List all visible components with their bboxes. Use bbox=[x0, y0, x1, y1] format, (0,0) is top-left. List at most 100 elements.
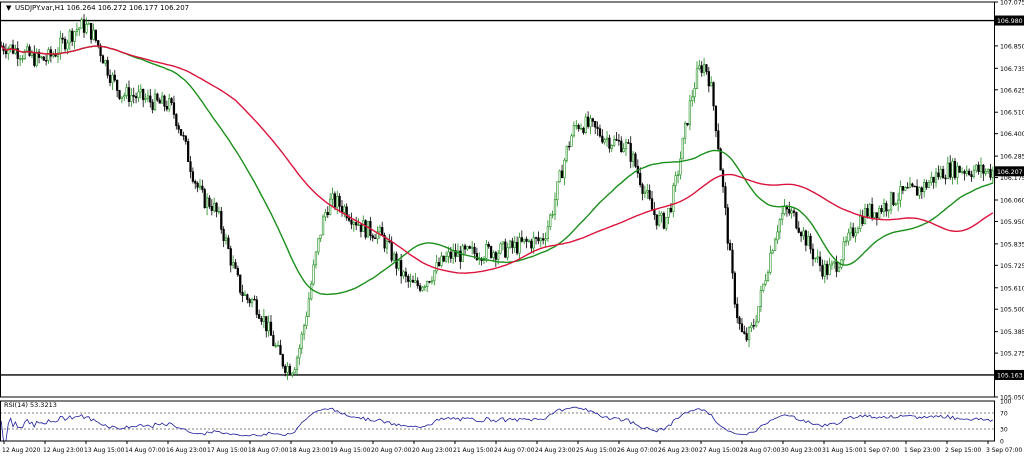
candle-body bbox=[836, 262, 838, 272]
time-tick-label: 1 Sep 23:00 bbox=[904, 447, 940, 454]
candle-body bbox=[209, 198, 211, 206]
candle-body bbox=[914, 186, 916, 187]
candle-body bbox=[930, 177, 932, 182]
time-tick-label: 12 Aug 23:00 bbox=[43, 447, 84, 454]
candle-body bbox=[405, 272, 407, 276]
candle-body bbox=[514, 242, 516, 247]
candle-body bbox=[277, 345, 279, 346]
time-tick-label: 18 Aug 23:00 bbox=[289, 447, 330, 454]
candle-body bbox=[254, 299, 256, 300]
rsi-tick-label: 30 bbox=[1000, 427, 1008, 434]
candle-body bbox=[902, 186, 904, 190]
candle-body bbox=[601, 136, 603, 142]
rsi-tick-label: 0 bbox=[1000, 439, 1004, 446]
candle-body bbox=[244, 295, 246, 296]
candle-body bbox=[301, 334, 303, 348]
rsi-line bbox=[1, 407, 993, 441]
candle-body bbox=[419, 286, 421, 291]
candle-body bbox=[147, 96, 149, 99]
price-tick-label: 106.625 bbox=[1000, 87, 1024, 94]
candle-body bbox=[507, 248, 509, 258]
time-tick-label: 3 Sep 07:00 bbox=[986, 447, 1022, 454]
candle-body bbox=[826, 264, 828, 274]
candle-body bbox=[623, 149, 625, 152]
rsi-tick-label: 100 bbox=[1000, 399, 1012, 406]
candle-body bbox=[268, 322, 270, 331]
candle-body bbox=[237, 268, 239, 275]
candle-body bbox=[83, 20, 85, 33]
candle-body bbox=[900, 186, 902, 200]
candle-body bbox=[322, 217, 324, 235]
candle-body bbox=[613, 139, 615, 145]
candle-body bbox=[273, 335, 275, 345]
candle-body bbox=[289, 366, 291, 375]
rsi-indicator-pane[interactable] bbox=[0, 407, 994, 441]
candle-body bbox=[464, 246, 466, 249]
candle-body bbox=[145, 98, 147, 99]
candle-body bbox=[152, 102, 154, 110]
candle-body bbox=[535, 238, 537, 239]
candle-body bbox=[585, 117, 587, 133]
candle-body bbox=[43, 57, 45, 60]
candle-body bbox=[436, 262, 438, 270]
candle-body bbox=[154, 94, 156, 110]
candle-body bbox=[374, 238, 376, 239]
candle-body bbox=[55, 55, 57, 56]
candle-body bbox=[533, 238, 535, 248]
candle-body bbox=[781, 214, 783, 220]
candle-body bbox=[583, 128, 585, 132]
candle-body bbox=[770, 253, 772, 272]
time-tick-label: 17 Aug 15:00 bbox=[207, 447, 248, 454]
candle-body bbox=[741, 324, 743, 332]
candle-body bbox=[819, 257, 821, 266]
chart-header-triangle-icon[interactable]: ▼ bbox=[6, 4, 12, 12]
candle-body bbox=[788, 209, 790, 213]
candle-body bbox=[516, 242, 518, 253]
candle-body bbox=[190, 162, 192, 172]
candle-body bbox=[415, 281, 417, 283]
candle-body bbox=[502, 242, 504, 244]
candle-body bbox=[362, 221, 364, 232]
price-tick-label: 106.735 bbox=[1000, 66, 1024, 73]
candle-body bbox=[438, 262, 440, 265]
upper-level-line-tag-label: 106.980 bbox=[997, 18, 1023, 25]
candle-body bbox=[327, 212, 329, 214]
candle-body bbox=[422, 287, 424, 290]
candle-body bbox=[64, 39, 66, 49]
candle-body bbox=[791, 211, 793, 213]
candle-body bbox=[102, 56, 104, 63]
candle-body bbox=[675, 176, 677, 186]
candle-body bbox=[857, 229, 859, 233]
candle-body bbox=[895, 204, 897, 205]
candle-body bbox=[677, 175, 679, 176]
candle-body bbox=[597, 127, 599, 129]
candle-body bbox=[149, 96, 151, 102]
candle-body bbox=[521, 238, 523, 242]
candle-body bbox=[81, 20, 83, 28]
candle-body bbox=[19, 59, 21, 60]
candle-body bbox=[715, 106, 717, 131]
candle-body bbox=[320, 235, 322, 239]
candle-body bbox=[625, 142, 627, 148]
candle-body bbox=[407, 276, 409, 281]
candle-body bbox=[175, 114, 177, 125]
candle-body bbox=[126, 88, 128, 96]
candle-body bbox=[739, 318, 741, 324]
time-tick-label: 26 Aug 23:00 bbox=[658, 447, 699, 454]
candle-body bbox=[859, 216, 861, 228]
main-price-pane[interactable] bbox=[0, 14, 994, 380]
candle-body bbox=[469, 246, 471, 248]
candle-body bbox=[178, 126, 180, 130]
time-tick-label: 21 Aug 15:00 bbox=[453, 447, 494, 454]
time-tick-label: 13 Aug 15:00 bbox=[84, 447, 125, 454]
candle-body bbox=[549, 215, 551, 227]
candle-body bbox=[431, 281, 433, 282]
candle-body bbox=[538, 238, 540, 241]
candle-body bbox=[171, 98, 173, 102]
candle-body bbox=[862, 216, 864, 223]
candle-body bbox=[60, 38, 62, 53]
candle-body bbox=[843, 242, 845, 260]
candle-body bbox=[907, 187, 909, 188]
